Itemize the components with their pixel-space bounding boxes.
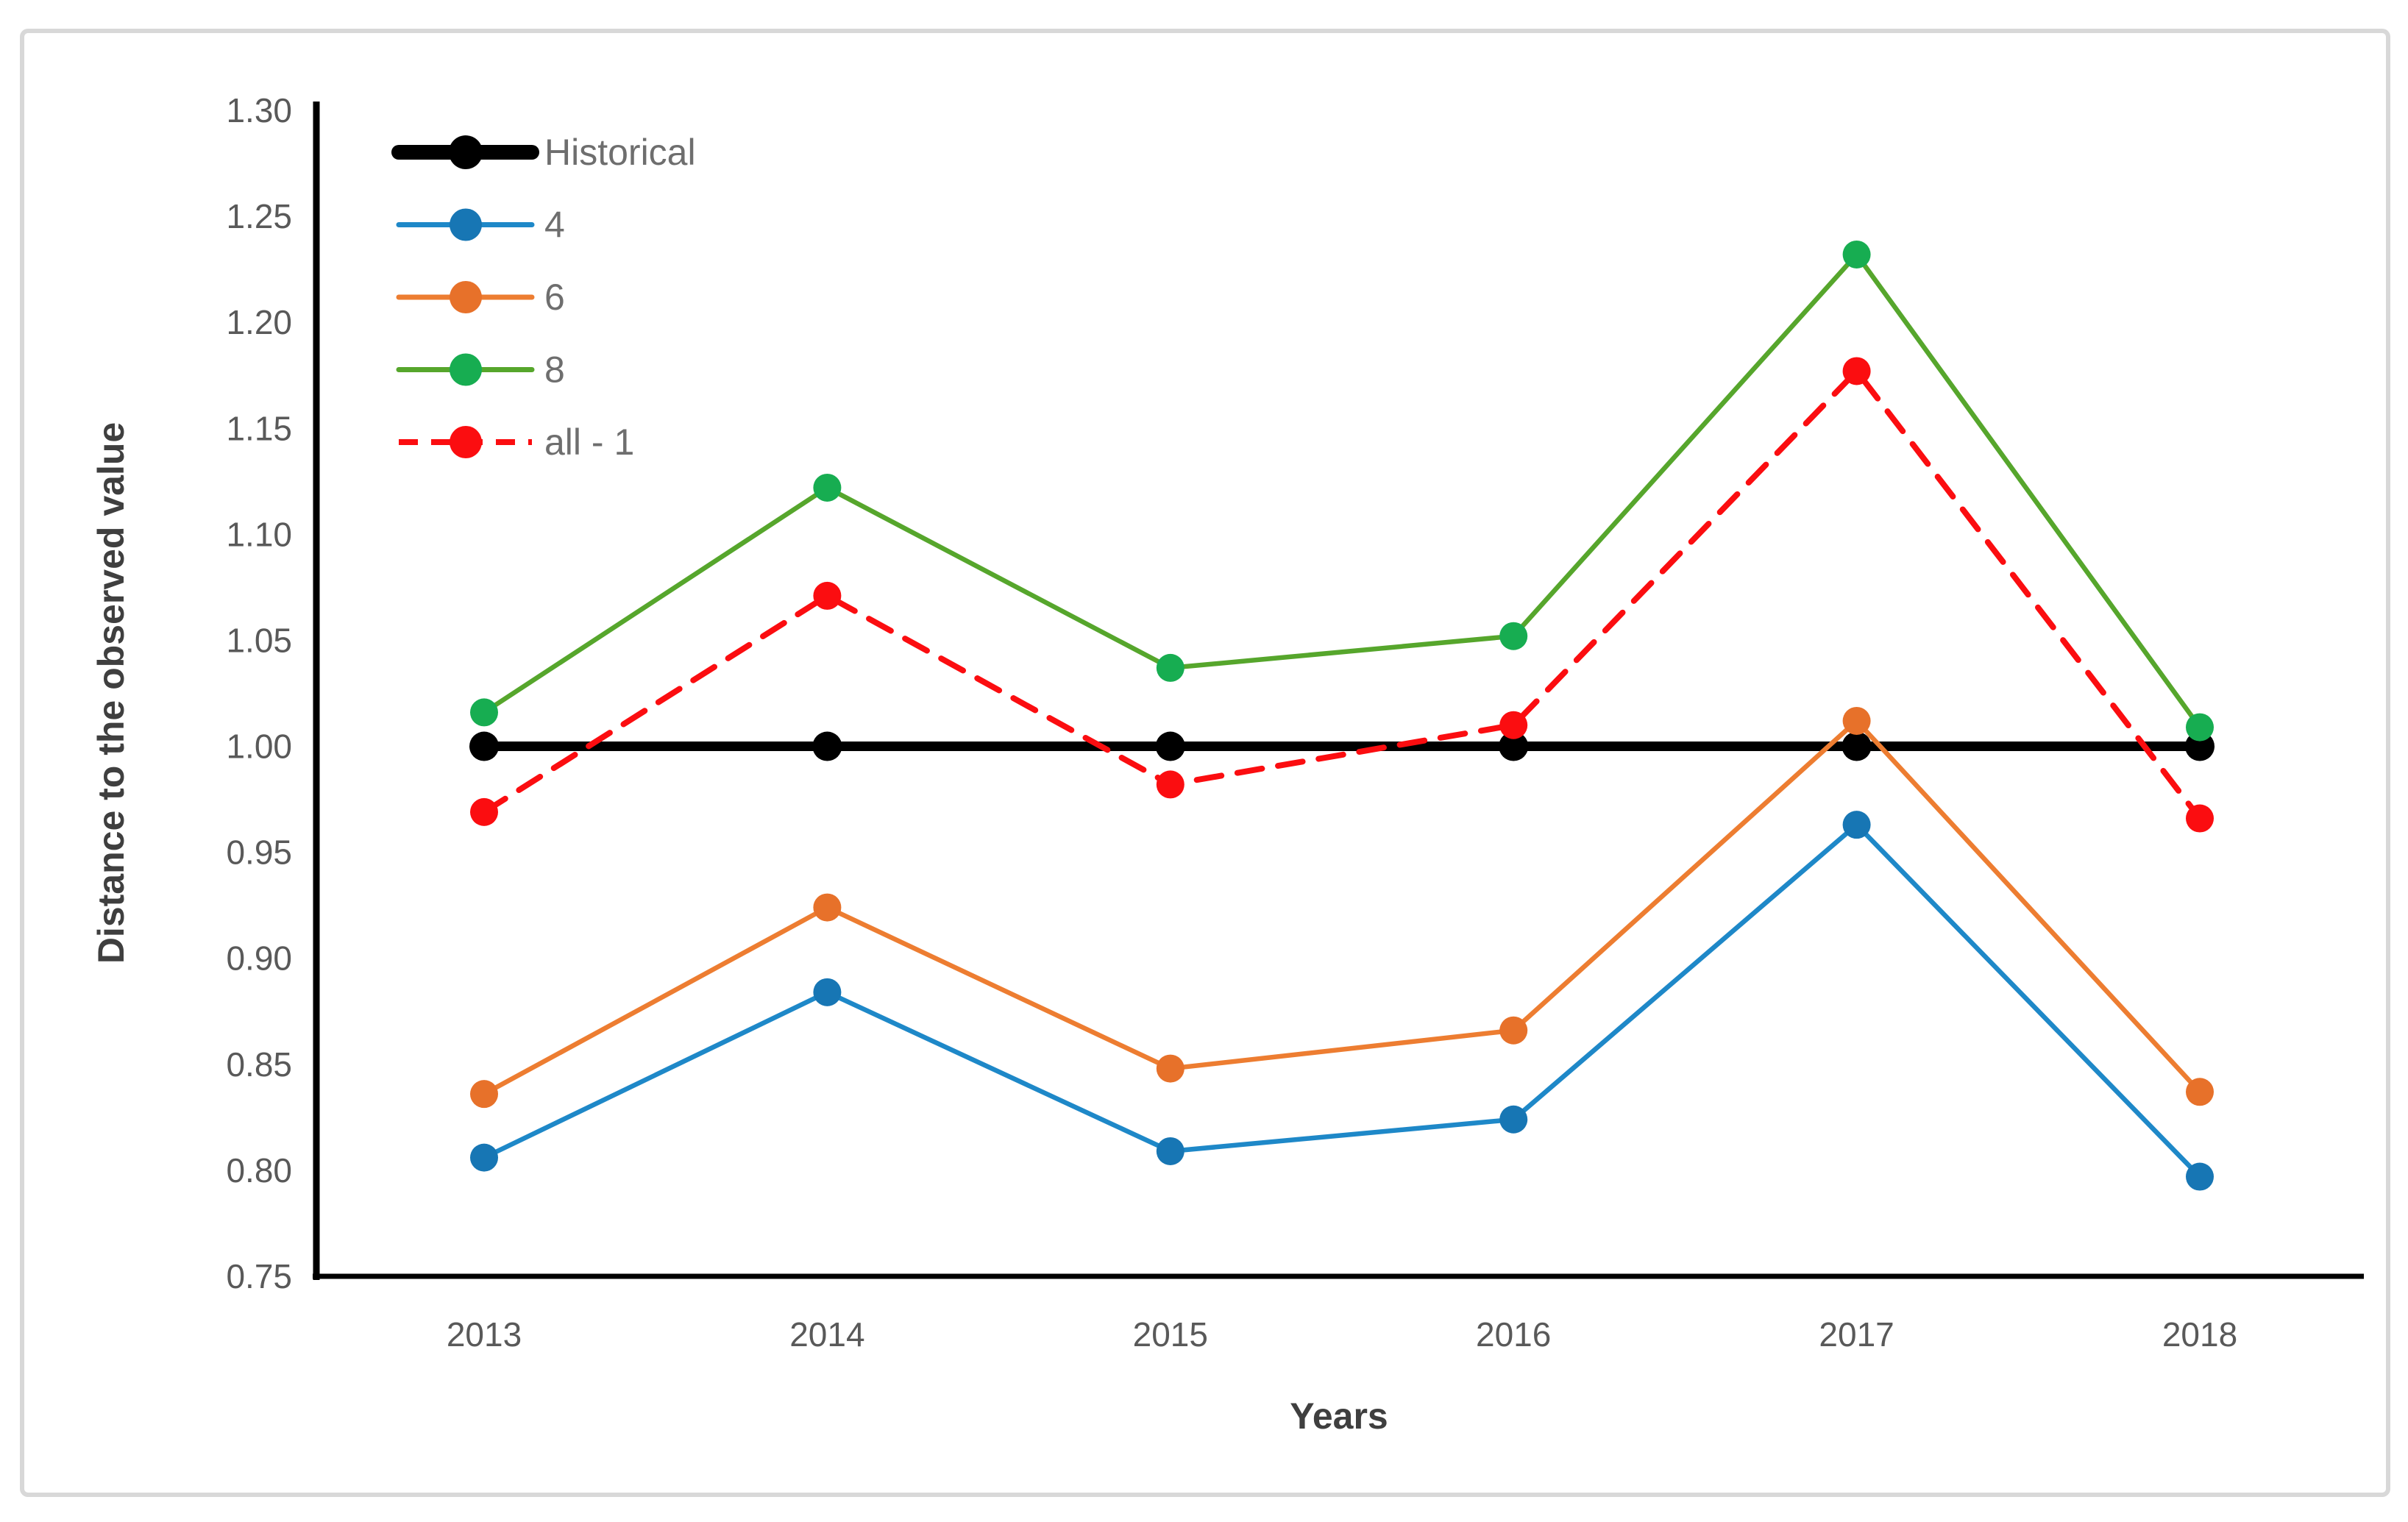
y-tick-label: 0.90: [226, 939, 292, 978]
series-marker-all - 1-2018: [2186, 804, 2214, 833]
series-marker-8-2014: [813, 473, 842, 502]
y-tick-label: 1.25: [226, 197, 292, 235]
y-tick-label: 1.30: [226, 91, 292, 129]
y-tick-label: 1.15: [226, 409, 292, 447]
series-marker-6-2013: [470, 1080, 498, 1109]
series-marker-4-2013: [470, 1143, 498, 1172]
series-marker-8-2018: [2186, 713, 2214, 742]
legend-label-all - 1: all - 1: [544, 422, 634, 463]
legend-item-8: 8: [396, 349, 565, 391]
series-marker-4-2017: [1842, 811, 1871, 839]
legend-item-Historical: Historical: [391, 132, 696, 173]
x-tick-label: 2016: [1476, 1315, 1551, 1354]
series-marker-all - 1-2013: [470, 797, 498, 826]
legend-item-4: 4: [396, 205, 565, 246]
series-marker-4-2016: [1499, 1105, 1528, 1134]
y-tick-label: 1.05: [226, 621, 292, 659]
series-marker-all - 1-2014: [813, 581, 842, 610]
legend-item-all - 1: all - 1: [399, 422, 634, 463]
axes-layer: [313, 102, 2364, 1280]
series-marker-Historical-2015: [1155, 731, 1185, 761]
x-tick-label: 2013: [447, 1315, 522, 1354]
series-marker-6-2015: [1156, 1054, 1185, 1083]
legend-marker-6: [450, 281, 482, 313]
series-marker-4-2018: [2186, 1162, 2214, 1191]
series-line-4: [481, 822, 2203, 1179]
y-tick-label: 0.85: [226, 1045, 292, 1084]
series-line-8: [481, 252, 2203, 730]
x-tick-label: 2017: [1819, 1315, 1894, 1354]
series-marker-4-2015: [1156, 1137, 1185, 1165]
x-tick-label: 2018: [2162, 1315, 2237, 1354]
legend: Historical 4 6 8 all - 1: [391, 132, 696, 463]
legend-label-Historical: Historical: [544, 132, 696, 173]
series-marker-all - 1-2015: [1156, 770, 1185, 799]
y-tick-label: 0.95: [226, 833, 292, 872]
series-line-6: [481, 718, 2203, 1097]
series-marker-6-2017: [1842, 706, 1871, 735]
series-marker-Historical-2016: [1499, 731, 1529, 761]
series-marker-Historical-2014: [812, 731, 842, 761]
y-tick-labels: 0.75 0.80 0.85 0.90 0.95 1.00 1.05 1.10 1.15 1.20…: [226, 91, 292, 1295]
y-tick-label: 1.10: [226, 515, 292, 553]
legend-marker-Historical: [449, 135, 483, 169]
series-marker-8-2015: [1156, 653, 1185, 682]
series-marker-Historical-2017: [1841, 731, 1872, 761]
y-axis-title: Distance to the observed value: [90, 422, 132, 964]
legend-marker-all - 1: [450, 426, 482, 458]
legend-label-6: 6: [544, 277, 565, 318]
series-marker-8-2013: [470, 698, 498, 727]
series-marker-all - 1-2017: [1842, 357, 1871, 385]
series-marker-8-2016: [1499, 622, 1528, 650]
legend-label-8: 8: [544, 349, 565, 391]
series-marker-6-2016: [1499, 1016, 1528, 1045]
y-tick-label: 1.20: [226, 303, 292, 341]
figure-border: [20, 29, 2390, 1497]
legend-label-4: 4: [544, 205, 565, 246]
legend-marker-8: [450, 353, 482, 386]
series-marker-4-2014: [813, 978, 842, 1006]
x-axis-title: Years: [1290, 1395, 1388, 1437]
x-tick-label: 2014: [789, 1315, 864, 1354]
series-marker-Historical-2013: [469, 731, 499, 761]
y-tick-label: 0.75: [226, 1257, 292, 1295]
series-layer: [469, 240, 2215, 1191]
legend-item-6: 6: [396, 277, 565, 318]
x-tick-labels: 2013 2014 2015 2016 2017 2018: [447, 1315, 2237, 1354]
series-line-all - 1: [481, 368, 2203, 822]
y-tick-label: 1.00: [226, 728, 292, 766]
series-marker-6-2014: [813, 893, 842, 922]
series-marker-all - 1-2016: [1499, 711, 1528, 739]
y-tick-label: 0.80: [226, 1151, 292, 1189]
legend-marker-4: [450, 208, 482, 241]
series-marker-8-2017: [1842, 240, 1871, 269]
series-marker-6-2018: [2186, 1078, 2214, 1106]
x-tick-label: 2015: [1133, 1315, 1208, 1354]
